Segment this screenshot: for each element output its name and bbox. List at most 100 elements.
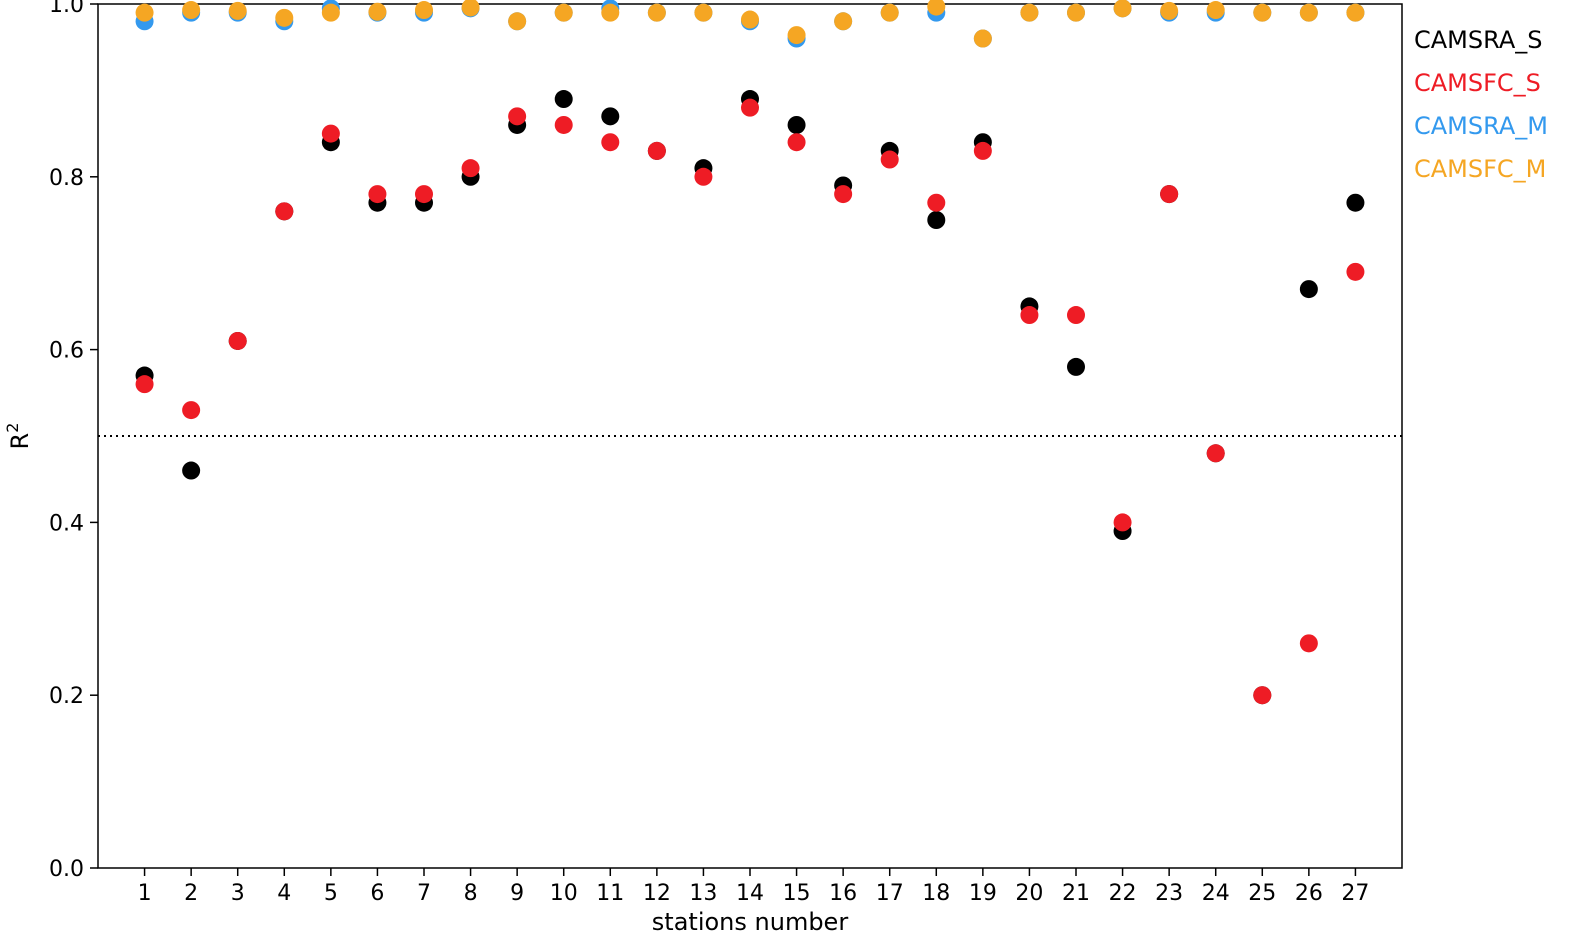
- x-tick-label: 19: [969, 881, 997, 906]
- x-tick-label: 27: [1341, 881, 1369, 906]
- point-camsfc-s: [368, 185, 387, 204]
- point-camsfc-m: [368, 2, 387, 21]
- point-camsfc-s: [834, 185, 853, 204]
- point-camsfc-s: [228, 331, 247, 350]
- x-tick-label: 17: [876, 881, 904, 906]
- point-camsfc-s: [461, 159, 480, 178]
- point-camsra-s: [1346, 193, 1365, 212]
- point-camsfc-m: [927, 0, 946, 16]
- x-tick-label: 2: [184, 881, 198, 906]
- point-camsfc-m: [787, 26, 806, 45]
- point-camsra-s: [1067, 357, 1085, 376]
- point-camsfc-s: [415, 185, 433, 204]
- x-tick-label: 4: [277, 881, 291, 906]
- x-tick-label: 3: [231, 881, 245, 906]
- legend-entry-camsfc-s: CAMSFC_S: [1414, 69, 1541, 97]
- y-axis-label: R2: [3, 423, 34, 450]
- legend-entry-camsfc-m: CAMSFC_M: [1414, 155, 1546, 183]
- y-tick-label: 0.0: [49, 857, 84, 882]
- x-tick-label: 24: [1202, 881, 1230, 906]
- x-axis: 1 2 3 4 5 6 7 8 9 10 11 12 13 14 15 16 17 18 19 20 21 22 23 24 2…: [138, 868, 1369, 906]
- y-tick-label: 0.2: [49, 684, 84, 709]
- x-tick-label: 26: [1295, 881, 1323, 906]
- point-camsfc-s: [275, 202, 294, 221]
- x-tick-label: 9: [510, 881, 524, 906]
- point-camsfc-m: [601, 3, 620, 22]
- point-camsfc-m: [1020, 3, 1039, 22]
- y-axis-label-base: R: [6, 433, 34, 450]
- x-tick-label: 21: [1062, 881, 1090, 906]
- x-tick-label: 23: [1155, 881, 1183, 906]
- point-camsfc-m: [973, 29, 992, 48]
- point-camsfc-m: [1299, 3, 1318, 22]
- point-camsfc-m: [508, 12, 527, 31]
- point-camsfc-m: [228, 1, 247, 20]
- point-camsfc-m: [647, 3, 666, 22]
- point-camsfc-s: [694, 167, 713, 186]
- point-camsfc-s: [927, 193, 946, 212]
- y-tick-label: 0.4: [49, 511, 84, 536]
- x-tick-label: 25: [1248, 881, 1276, 906]
- point-camsfc-s: [647, 141, 666, 160]
- x-tick-label: 18: [922, 881, 950, 906]
- plot-area: [97, 0, 1403, 869]
- legend-entry-camsra-m: CAMSRA_M: [1414, 112, 1548, 140]
- point-camsfc-m: [1253, 3, 1272, 22]
- y-axis-label-superscript: 2: [3, 423, 22, 433]
- point-camsfc-m: [182, 1, 201, 20]
- legend: CAMSRA_S CAMSFC_S CAMSRA_M CAMSFC_M: [1414, 26, 1548, 183]
- point-camsfc-m: [321, 3, 340, 22]
- x-tick-label: 8: [464, 881, 478, 906]
- y-tick-label: 1.0: [49, 0, 84, 18]
- point-camsra-s: [601, 107, 620, 126]
- plot-frame: [97, 3, 1403, 869]
- point-camsfc-m: [694, 3, 713, 22]
- point-camsfc-s: [182, 401, 201, 420]
- point-camsfc-m: [1206, 1, 1225, 20]
- point-camsfc-m: [275, 8, 294, 27]
- x-tick-label: 14: [736, 881, 764, 906]
- point-camsfc-s: [1160, 185, 1179, 204]
- x-tick-label: 22: [1109, 881, 1137, 906]
- point-camsra-s: [927, 211, 946, 229]
- x-tick-label: 16: [829, 881, 857, 906]
- point-camsfc-m: [135, 3, 154, 22]
- x-tick-label: 12: [643, 881, 671, 906]
- legend-entry-camsra-s: CAMSRA_S: [1414, 26, 1542, 54]
- y-tick-label: 0.6: [49, 339, 84, 364]
- point-camsfc-m: [880, 3, 899, 22]
- point-camsfc-s: [508, 107, 527, 126]
- x-axis-label: stations number: [652, 908, 849, 936]
- data-points: [135, 0, 1365, 705]
- x-tick-label: 6: [370, 881, 384, 906]
- point-camsfc-m: [834, 12, 853, 31]
- point-camsfc-m: [1160, 1, 1179, 20]
- point-camsfc-m: [415, 1, 433, 20]
- x-tick-label: 15: [783, 881, 811, 906]
- point-camsfc-s: [601, 133, 620, 152]
- point-camsfc-s: [973, 141, 992, 160]
- point-camsfc-m: [1113, 0, 1132, 18]
- x-tick-label: 5: [324, 881, 338, 906]
- point-camsra-s: [554, 90, 573, 109]
- point-camsfc-m: [554, 3, 573, 22]
- point-camsfc-s: [1253, 686, 1272, 705]
- point-camsfc-m: [461, 0, 480, 17]
- point-camsra-s: [1299, 280, 1318, 299]
- point-camsfc-s: [787, 133, 806, 152]
- x-tick-label: 13: [689, 881, 717, 906]
- x-tick-label: 1: [138, 881, 152, 906]
- point-camsfc-s: [554, 115, 573, 134]
- y-tick-label: 0.8: [49, 166, 84, 191]
- point-camsfc-s: [880, 150, 899, 169]
- x-tick-label: 10: [550, 881, 578, 906]
- x-tick-label: 20: [1015, 881, 1043, 906]
- point-camsfc-s: [1113, 513, 1132, 532]
- point-camsra-s: [787, 115, 806, 134]
- point-camsfc-s: [1067, 306, 1085, 325]
- point-camsra-s: [182, 461, 201, 480]
- x-tick-label: 11: [596, 881, 624, 906]
- point-camsfc-s: [1020, 306, 1039, 325]
- point-camsfc-s: [135, 375, 154, 394]
